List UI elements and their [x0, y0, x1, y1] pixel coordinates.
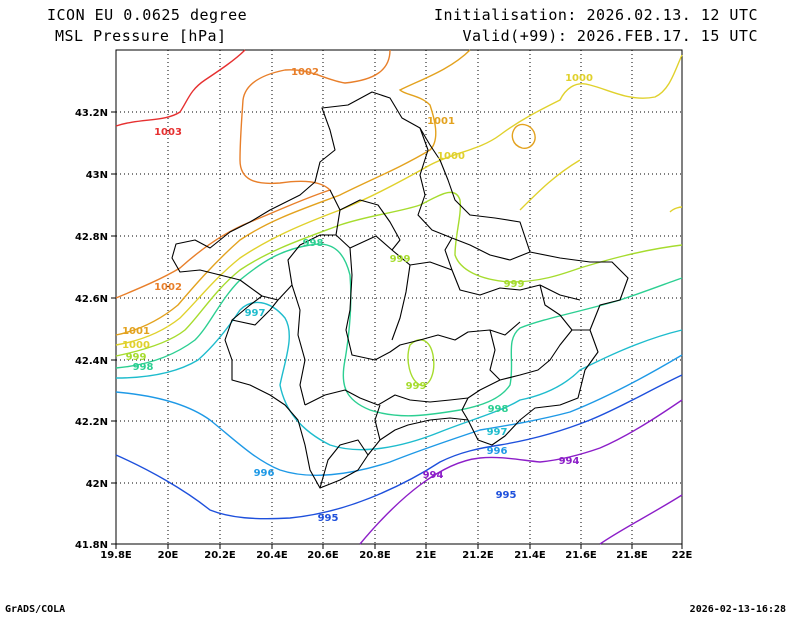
grid	[116, 50, 682, 544]
admin-borders	[171, 91, 629, 489]
isobar-1000b	[669, 206, 683, 213]
contour-label-1000: 1000	[565, 73, 593, 84]
y-axis-labels: 43.2N 43N 42.8N 42.6N 42.4N 42.2N 42N 41…	[75, 108, 108, 551]
x-tick-label: 22E	[672, 550, 693, 561]
contour-label-996: 996	[487, 446, 508, 457]
contour-label-1002: 1002	[291, 67, 319, 78]
internal-border-1	[329, 189, 411, 341]
x-tick-label: 20.4E	[256, 550, 288, 561]
contour-label-1002: 1002	[154, 282, 182, 293]
x-tick-label: 20E	[158, 550, 179, 561]
plot-frame	[115, 49, 683, 545]
internal-border-4	[345, 247, 521, 361]
internal-border-8	[304, 329, 590, 406]
internal-border-14	[539, 284, 573, 331]
x-tick-label: 20.2E	[204, 550, 236, 561]
isobar-995	[115, 374, 683, 520]
isobar-1000	[115, 54, 683, 346]
isobars	[115, 49, 683, 545]
contour-label-999: 999	[126, 352, 147, 363]
country-border-outer	[171, 91, 629, 489]
contour-label-1001: 1001	[427, 116, 455, 127]
x-tick-label: 19.8E	[100, 550, 132, 561]
y-tick-label: 42.2N	[75, 417, 108, 428]
x-tick-label: 21.6E	[565, 550, 597, 561]
software-credit: GrADS/COLA	[5, 604, 66, 615]
x-tick-label: 21E	[416, 550, 437, 561]
internal-border-5	[409, 261, 581, 301]
internal-border-6	[417, 127, 531, 261]
contour-label-998: 998	[488, 404, 509, 415]
contour-label-1003: 1003	[154, 127, 182, 138]
contour-label-995: 995	[318, 513, 339, 524]
y-tick-label: 42.8N	[75, 232, 108, 243]
tick-marks	[111, 111, 683, 549]
y-tick-label: 42N	[86, 479, 108, 490]
contour-label-1000: 1000	[122, 340, 150, 351]
internal-border-7	[339, 199, 401, 251]
isobar-997	[115, 301, 683, 451]
isobar-994b	[599, 494, 683, 545]
contour-label-998: 998	[303, 238, 324, 249]
isobar-1001	[115, 49, 471, 336]
internal-border-15	[231, 299, 279, 326]
model-title: ICON EU 0.0625 degree	[47, 6, 248, 24]
isobar-994	[359, 399, 683, 545]
internal-border-10	[489, 329, 501, 381]
y-tick-label: 43.2N	[75, 108, 108, 119]
y-tick-label: 42.6N	[75, 294, 108, 305]
internal-border-3	[291, 284, 306, 406]
contour-label-999: 999	[390, 254, 411, 265]
internal-border-11	[374, 404, 381, 441]
valid-time: Valid(+99): 2026.FEB.17. 15 UTC	[462, 27, 758, 45]
contour-label-1001: 1001	[122, 326, 150, 337]
x-tick-label: 20.6E	[307, 550, 339, 561]
x-tick-label: 21.4E	[514, 550, 546, 561]
contour-label-997: 997	[245, 308, 266, 319]
x-axis-labels: 19.8E 20E 20.2E 20.4E 20.6E 20.8E 21E 21…	[100, 550, 692, 561]
isobar-999	[115, 191, 683, 357]
isobar-1001b	[511, 123, 536, 149]
contour-label-995: 995	[496, 490, 517, 501]
y-tick-label: 43N	[86, 170, 108, 181]
x-tick-label: 20.8E	[359, 550, 391, 561]
contour-label-999: 999	[504, 279, 525, 290]
internal-border-9	[461, 397, 469, 421]
y-tick-label: 42.4N	[75, 356, 108, 367]
x-tick-label: 21.8E	[616, 550, 648, 561]
x-tick-label: 21.2E	[462, 550, 494, 561]
contour-label-994: 994	[559, 456, 580, 467]
isobar-1000c	[519, 159, 581, 211]
internal-border-12	[319, 439, 369, 489]
contour-label-997: 997	[487, 427, 508, 438]
render-timestamp: 2026-02-13-16:28	[689, 604, 786, 615]
internal-border-13	[444, 237, 453, 271]
initialisation-time: Initialisation: 2026.02.13. 12 UTC	[433, 6, 758, 24]
contour-labels: 1003 1002 1002 1001 1001 1000 1000 1000 …	[122, 67, 593, 524]
isobar-1003	[115, 49, 246, 127]
contour-label-996: 996	[254, 468, 275, 479]
variable-title: MSL Pressure [hPa]	[55, 27, 227, 45]
y-tick-label: 41.8N	[75, 540, 108, 551]
contour-label-999: 999	[406, 381, 427, 392]
isobar-996	[115, 354, 683, 476]
contour-label-1000: 1000	[437, 151, 465, 162]
contour-label-994: 994	[423, 470, 444, 481]
isobar-999b	[407, 339, 435, 386]
contour-label-998: 998	[133, 362, 154, 373]
